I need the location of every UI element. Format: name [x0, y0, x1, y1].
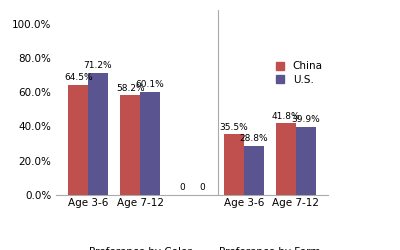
Text: 28.8%: 28.8% [240, 134, 268, 143]
Text: 39.9%: 39.9% [291, 115, 320, 124]
Bar [140, 92, 160, 195]
Bar [276, 124, 296, 195]
Bar [296, 127, 316, 195]
Text: 60.1%: 60.1% [136, 80, 164, 90]
Text: 58.2%: 58.2% [116, 84, 144, 93]
Bar [120, 95, 140, 195]
Bar [244, 146, 264, 195]
Legend: China, U.S.: China, U.S. [276, 62, 323, 84]
Bar [88, 73, 108, 195]
Text: 35.5%: 35.5% [220, 122, 248, 132]
Text: 0: 0 [199, 184, 205, 192]
Text: 71.2%: 71.2% [84, 62, 112, 70]
Text: Preference by Form: Preference by Form [219, 247, 321, 250]
Bar [68, 84, 88, 195]
Text: 41.8%: 41.8% [272, 112, 300, 121]
Text: 64.5%: 64.5% [64, 73, 92, 82]
Text: Preference by Color: Preference by Color [89, 247, 192, 250]
Bar [224, 134, 244, 195]
Text: 0: 0 [179, 184, 185, 192]
